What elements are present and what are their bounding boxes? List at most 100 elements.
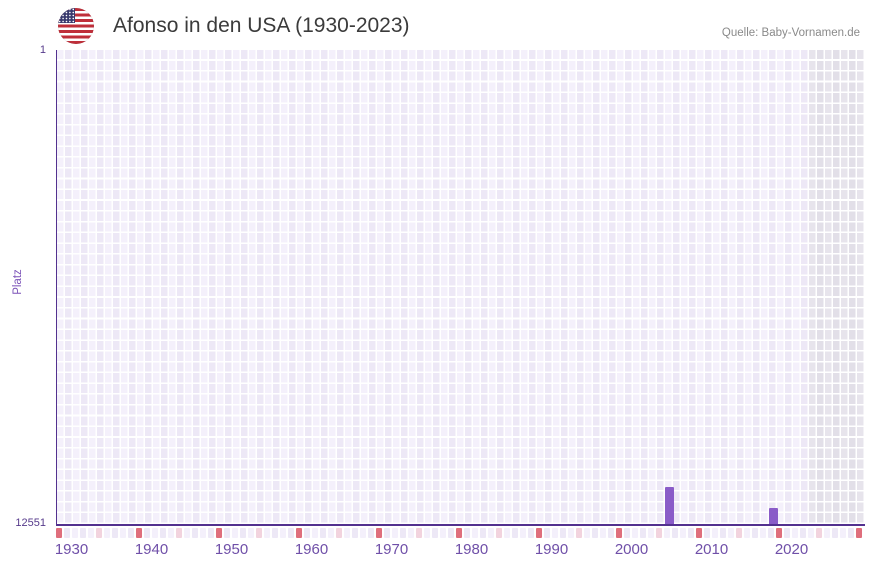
timeline-cell (823, 527, 831, 538)
timeline-cell (671, 527, 679, 538)
timeline-half-decade-marker (735, 527, 743, 538)
timeline-cell (487, 527, 495, 538)
timeline-cell (519, 527, 527, 538)
timeline-cell (727, 527, 735, 538)
timeline-cell (151, 527, 159, 538)
timeline-half-decade-marker (415, 527, 423, 538)
timeline-cell (583, 527, 591, 538)
timeline-cell (831, 527, 839, 538)
timeline-cell (511, 527, 519, 538)
timeline-cell (527, 527, 535, 538)
timeline-cell (319, 527, 327, 538)
timeline-cell (119, 527, 127, 538)
timeline-decade-marker (535, 527, 543, 538)
timeline-cell (431, 527, 439, 538)
timeline-cell (503, 527, 511, 538)
timeline-cell (191, 527, 199, 538)
x-tick-1980: 1980 (454, 541, 489, 558)
source-credit: Quelle: Baby-Vornamen.de (721, 27, 860, 39)
timeline-cell (103, 527, 111, 538)
x-tick-2010: 2010 (694, 541, 729, 558)
x-tick-2020: 2020 (774, 541, 809, 558)
x-tick-1940: 1940 (134, 541, 169, 558)
timeline-cell (127, 527, 135, 538)
timeline-cell (703, 527, 711, 538)
timeline-cell (559, 527, 567, 538)
timeline-cell (207, 527, 215, 538)
timeline-half-decade-marker (95, 527, 103, 538)
timeline-decade-marker (775, 527, 783, 538)
timeline-decade-marker (615, 527, 623, 538)
timeline-cell (391, 527, 399, 538)
x-tick-1990: 1990 (534, 541, 569, 558)
us-flag-canton (58, 8, 75, 23)
timeline-cell (239, 527, 247, 538)
timeline-cell (751, 527, 759, 538)
timeline-cell (767, 527, 775, 538)
timeline-cell (551, 527, 559, 538)
timeline-cell (567, 527, 575, 538)
timeline-cell (687, 527, 695, 538)
x-axis-labels: 1930 1940 1950 1960 1970 1980 1990 2000 2010 2020 (55, 541, 864, 561)
timeline-cell (447, 527, 455, 538)
timeline-cell (359, 527, 367, 538)
timeline-decade-marker (375, 527, 383, 538)
timeline-cell (719, 527, 727, 538)
x-tick-1960: 1960 (294, 541, 329, 558)
timeline-decade-marker (215, 527, 223, 538)
timeline-cell (799, 527, 807, 538)
rank-bar-2005[interactable] (664, 486, 674, 524)
timeline-cell (599, 527, 607, 538)
y-axis-max-label: 1 (39, 44, 46, 56)
timeline-cell (383, 527, 391, 538)
timeline-cell (839, 527, 847, 538)
page-title: Afonso in den USA (1930-2023) (113, 14, 410, 37)
timeline-cell (71, 527, 79, 538)
timeline-cell (463, 527, 471, 538)
timeline-decade-marker (295, 527, 303, 538)
timeline-decade-marker (135, 527, 143, 538)
timeline-cell (183, 527, 191, 538)
timeline-cell (199, 527, 207, 538)
plot-area (55, 50, 865, 526)
timeline-half-decade-marker (575, 527, 583, 538)
timeline-cell (743, 527, 751, 538)
timeline-cell (231, 527, 239, 538)
x-tick-2000: 2000 (614, 541, 649, 558)
timeline-cell (303, 527, 311, 538)
timeline-cell (631, 527, 639, 538)
timeline-decade-marker (855, 527, 863, 538)
timeline-cell (87, 527, 95, 538)
timeline-cell (711, 527, 719, 538)
timeline-decade-marker (55, 527, 63, 538)
timeline-cell (847, 527, 855, 538)
timeline-cell (247, 527, 255, 538)
timeline-cell (159, 527, 167, 538)
timeline-cell (471, 527, 479, 538)
timeline-strip (55, 527, 864, 538)
timeline-cell (63, 527, 71, 538)
timeline-cell (479, 527, 487, 538)
timeline-cell (367, 527, 375, 538)
timeline-cell (623, 527, 631, 538)
timeline-cell (143, 527, 151, 538)
y-axis-min-label: 12551 (15, 517, 46, 529)
timeline-cell (607, 527, 615, 538)
timeline-cell (271, 527, 279, 538)
timeline-cell (311, 527, 319, 538)
x-tick-1950: 1950 (214, 541, 249, 558)
timeline-cell (543, 527, 551, 538)
timeline-cell (351, 527, 359, 538)
timeline-cell (591, 527, 599, 538)
timeline-cell (679, 527, 687, 538)
timeline-cell (759, 527, 767, 538)
rank-bar-2018[interactable] (768, 508, 778, 524)
us-flag-icon (58, 8, 94, 44)
timeline-cell (167, 527, 175, 538)
timeline-cell (327, 527, 335, 538)
timeline-cell (783, 527, 791, 538)
timeline-cell (111, 527, 119, 538)
timeline-cell (79, 527, 87, 538)
timeline-cell (423, 527, 431, 538)
timeline-cell (647, 527, 655, 538)
